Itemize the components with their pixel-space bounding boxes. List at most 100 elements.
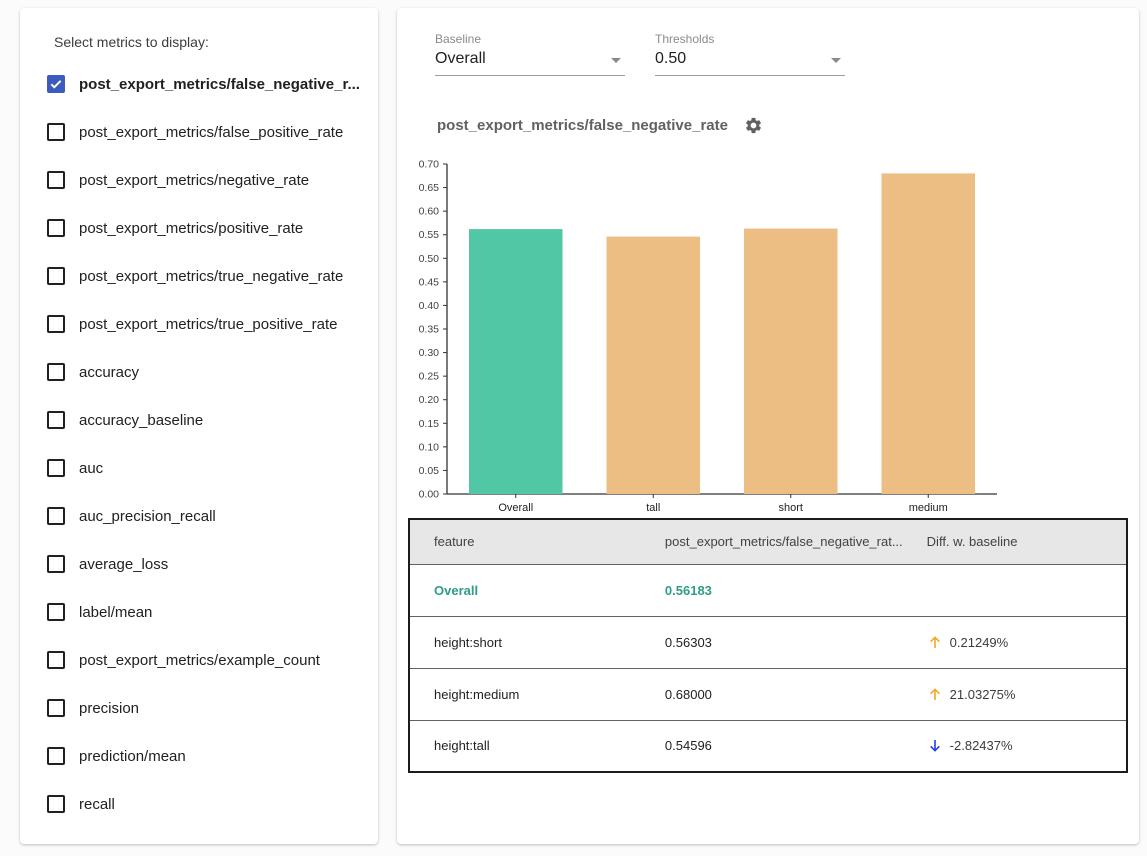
svg-text:0.15: 0.15 [419,418,440,430]
baseline-value: Overall [435,50,625,76]
table-row: height:short0.563030.21249% [409,616,1127,668]
metric-list-item[interactable]: post_export_metrics/positive_rate [34,204,364,252]
chart-header: post_export_metrics/false_negative_rate [437,116,763,135]
diff-value: 0.21249% [950,635,1009,650]
feature-cell: height:medium [409,668,641,720]
metric-label: prediction/mean [79,748,186,765]
checkbox-unchecked-icon[interactable] [47,747,65,765]
checkbox-unchecked-icon[interactable] [47,411,65,429]
diff-cell: 0.21249% [903,616,1127,668]
svg-text:short: short [779,502,803,514]
checkbox-unchecked-icon[interactable] [47,507,65,525]
baseline-select[interactable]: Baseline Overall [435,32,625,76]
diff-cell: 21.03275% [903,668,1127,720]
metric-label: auc_precision_recall [79,508,216,525]
metric-list-item[interactable]: recall [34,780,364,828]
metric-label: post_export_metrics/negative_rate [79,172,309,189]
svg-text:0.05: 0.05 [419,465,440,477]
metric-label: post_export_metrics/positive_rate [79,220,303,237]
checkbox-unchecked-icon[interactable] [47,459,65,477]
metric-selector-panel: Select metrics to display: post_export_m… [20,8,378,844]
metric-list-item[interactable]: post_export_metrics/example_count [34,636,364,684]
checkbox-unchecked-icon[interactable] [47,699,65,717]
svg-text:0.55: 0.55 [419,229,440,241]
thresholds-select[interactable]: Thresholds 0.50 [655,32,845,76]
table-row: height:medium0.6800021.03275% [409,668,1127,720]
checkbox-unchecked-icon[interactable] [47,795,65,813]
checkbox-unchecked-icon[interactable] [47,603,65,621]
metric-list-item[interactable]: accuracy [34,348,364,396]
svg-text:0.45: 0.45 [419,276,440,288]
checkbox-unchecked-icon[interactable] [47,267,65,285]
svg-text:0.70: 0.70 [419,159,440,171]
metric-list-item[interactable]: precision [34,684,364,732]
checkbox-unchecked-icon[interactable] [47,555,65,573]
checkbox-unchecked-icon[interactable] [47,651,65,669]
metric-list: post_export_metrics/false_negative_r...p… [34,60,364,828]
metric-list-item[interactable]: post_export_metrics/false_negative_r... [34,60,364,108]
bar-chart: 0.000.050.100.150.200.250.300.350.400.45… [405,150,1025,518]
metric-label: post_export_metrics/example_count [79,652,320,669]
controls-row: Baseline Overall Thresholds 0.50 [435,32,875,76]
metric-label: post_export_metrics/true_positive_rate [79,316,337,333]
checkbox-unchecked-icon[interactable] [47,123,65,141]
diff-cell: -2.82437% [903,720,1127,772]
svg-text:0.50: 0.50 [419,253,440,265]
checkbox-unchecked-icon[interactable] [47,171,65,189]
svg-text:0.65: 0.65 [419,182,440,194]
table-row: height:tall0.54596 -2.82437% [409,720,1127,772]
thresholds-label: Thresholds [655,32,845,46]
metric-list-item[interactable]: post_export_metrics/true_negative_rate [34,252,364,300]
svg-text:0.10: 0.10 [419,441,440,453]
metric-list-item[interactable]: label/mean [34,588,364,636]
metric-list-item[interactable]: post_export_metrics/true_positive_rate [34,300,364,348]
metric-label: post_export_metrics/false_negative_r... [79,76,360,93]
metric-list-item[interactable]: accuracy_baseline [34,396,364,444]
value-cell: 0.56183 [641,564,903,616]
metric-label: label/mean [79,604,152,621]
value-cell: 0.54596 [641,720,903,772]
svg-text:0.00: 0.00 [419,489,440,501]
table-header-cell: Diff. w. baseline [903,519,1127,564]
metric-list-item[interactable]: prediction/mean [34,732,364,780]
diff-value: -2.82437% [950,738,1013,753]
metric-label: recall [79,796,115,813]
settings-gear-icon[interactable] [744,116,763,135]
svg-text:0.20: 0.20 [419,394,440,406]
metric-list-item[interactable]: average_loss [34,540,364,588]
diff-cell [903,564,1127,616]
metrics-table: featurepost_export_metrics/false_negativ… [408,518,1128,773]
metric-list-item[interactable]: post_export_metrics/false_positive_rate [34,108,364,156]
metric-selector-title: Select metrics to display: [54,34,364,50]
feature-cell: height:short [409,616,641,668]
metric-label: auc [79,460,103,477]
arrow-down-icon [927,738,943,754]
svg-text:medium: medium [909,502,948,514]
table-header-cell: feature [409,519,641,564]
svg-text:0.40: 0.40 [419,300,440,312]
arrow-up-icon [927,634,943,650]
metric-label: average_loss [79,556,168,573]
feature-cell: Overall [409,564,641,616]
arrow-up-icon [927,686,943,702]
checkbox-unchecked-icon[interactable] [47,315,65,333]
table-header-row: featurepost_export_metrics/false_negativ… [409,519,1127,564]
dropdown-arrow-icon [611,58,621,63]
table-row: Overall0.56183 [409,564,1127,616]
metric-label: post_export_metrics/true_negative_rate [79,268,343,285]
chart-title: post_export_metrics/false_negative_rate [437,117,728,134]
svg-text:0.60: 0.60 [419,206,440,218]
metric-label: post_export_metrics/false_positive_rate [79,124,343,141]
checkbox-unchecked-icon[interactable] [47,363,65,381]
checkbox-checked-icon[interactable] [47,75,65,93]
checkbox-unchecked-icon[interactable] [47,219,65,237]
metric-list-item[interactable]: auc_precision_recall [34,492,364,540]
metric-label: accuracy_baseline [79,412,203,429]
value-cell: 0.68000 [641,668,903,720]
metric-list-item[interactable]: post_export_metrics/negative_rate [34,156,364,204]
svg-text:0.30: 0.30 [419,347,440,359]
feature-cell: height:tall [409,720,641,772]
metric-label: precision [79,700,139,717]
baseline-label: Baseline [435,32,625,46]
metric-list-item[interactable]: auc [34,444,364,492]
